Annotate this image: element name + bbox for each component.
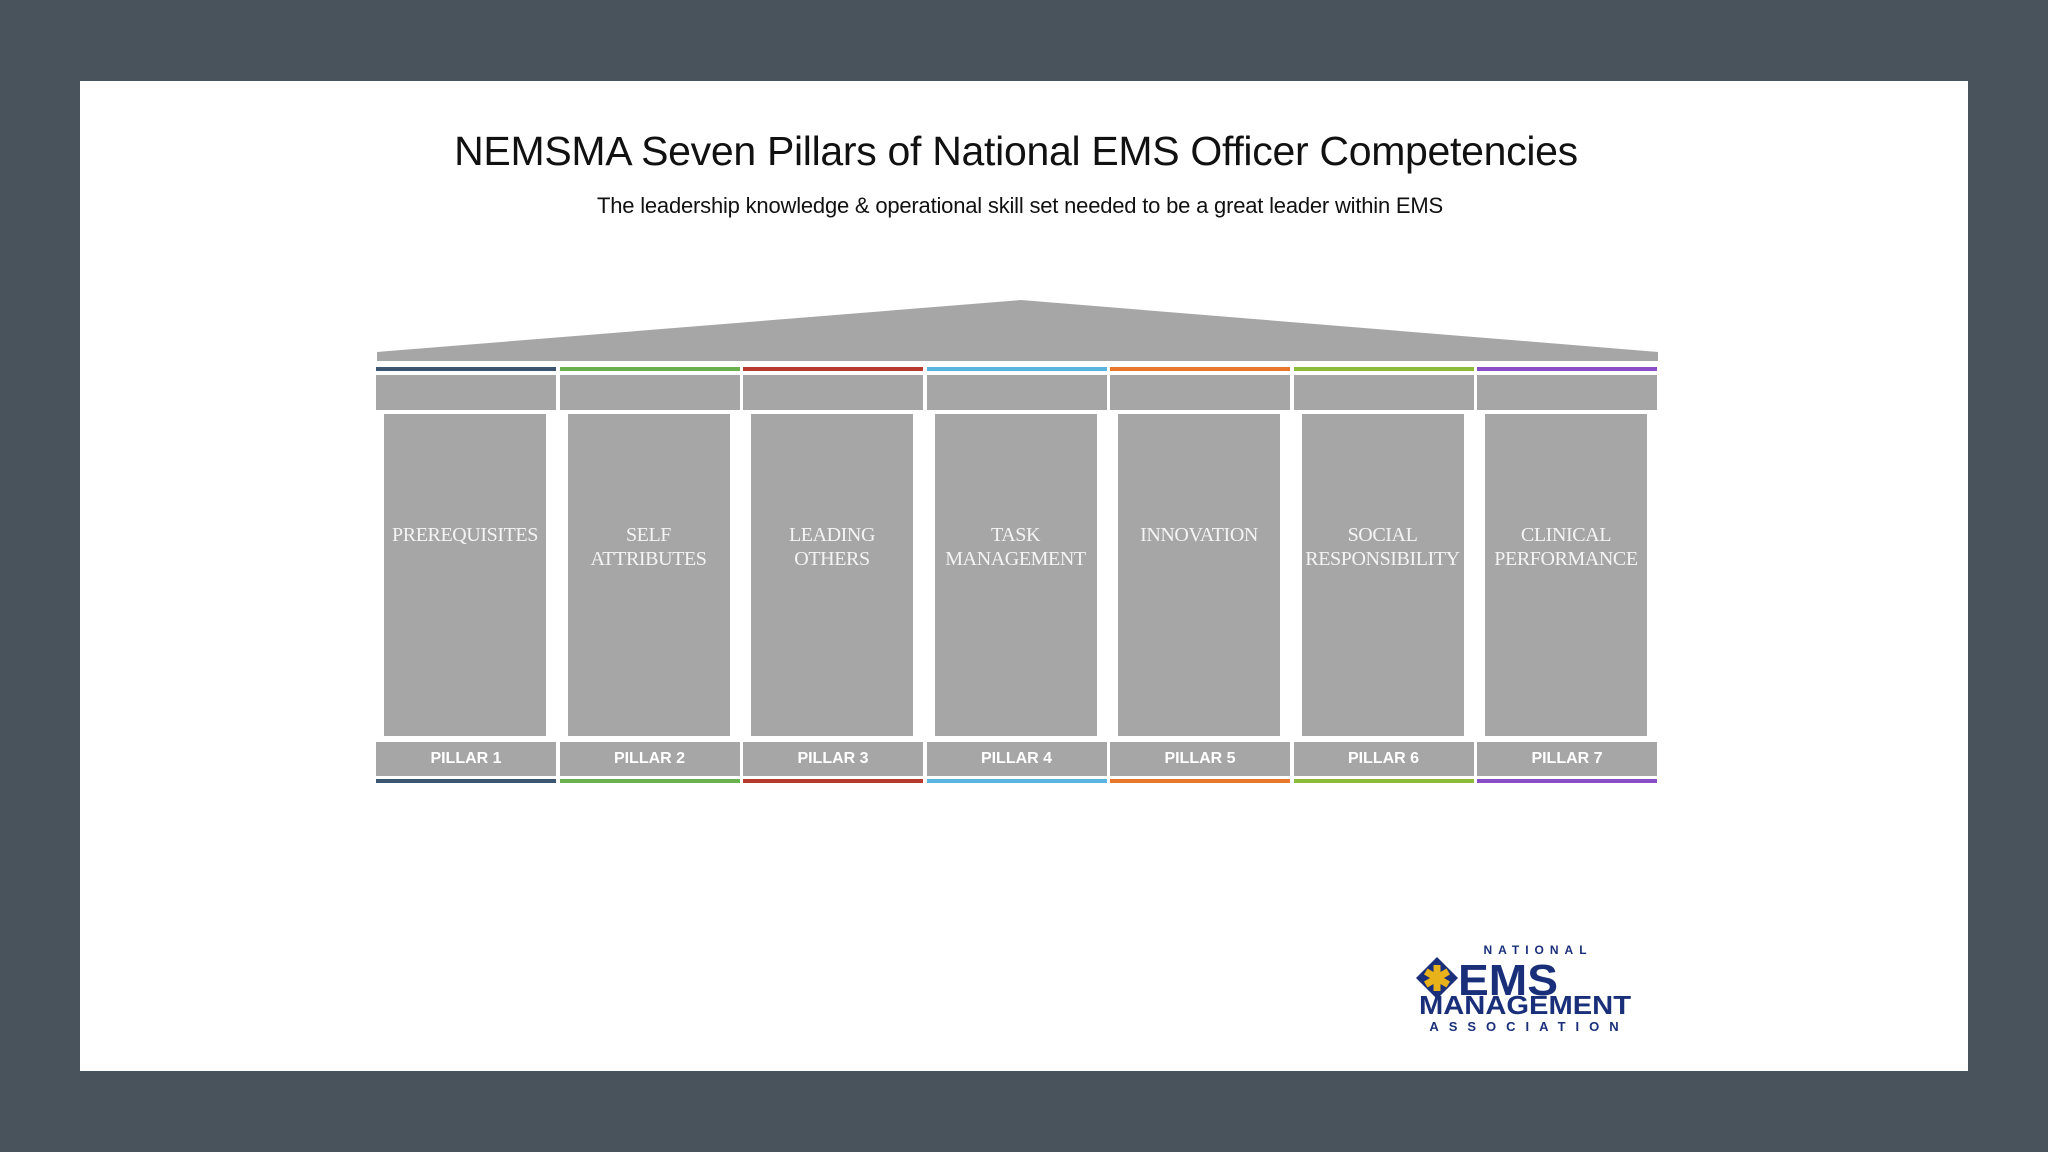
pillar-base: PILLAR 7 [1477,742,1657,776]
pillar-shaft: INNOVATION [1118,414,1280,736]
pillar-number-label: PILLAR 5 [1164,750,1236,767]
pillar-shaft: SOCIAL RESPONSIBILITY [1301,414,1464,736]
pillar-base: PILLAR 5 [1110,742,1290,776]
pillar-name: SELF ATTRIBUTES [590,524,707,570]
pillar-name: TASK MANAGEMENT [945,524,1086,570]
pillar-capital [559,375,740,410]
pillar-capital [926,375,1107,410]
diagram-title: NEMSMA Seven Pillars of National EMS Off… [454,128,1578,174]
pillar-base-line [1477,779,1657,783]
diagram-subtitle: The leadership knowledge & operational s… [596,193,1443,218]
pillar-shaft: TASK MANAGEMENT [934,414,1097,736]
pillar-shaft: CLINICAL PERFORMANCE [1485,414,1647,736]
pillar-base-line [1293,779,1474,783]
pillar-number-label: PILLAR 3 [797,750,869,767]
roof-shape [377,300,1658,361]
pillar-name: PREREQUISITES [392,524,538,546]
pillar-shaft: SELF ATTRIBUTES [567,414,730,736]
pediment-roof [377,300,1658,361]
pillar-base-line [1110,779,1290,783]
pillar-capital [1110,375,1290,410]
pillar-capital [743,375,923,410]
pillar-cap-line [559,367,740,371]
pillar-cap-line [926,367,1107,371]
pillar-number-label: PILLAR 7 [1531,750,1603,767]
pillar-cap-line [743,367,923,371]
pillar-name: LEADING OTHERS [788,524,876,570]
pillar-shaft: LEADING OTHERS [751,414,913,736]
pillar-base-line [743,779,923,783]
nemsma-logo: NATIONAL EMS MANAGEMENT ASSOCIATION [1416,943,1631,1034]
pillar-cap-line [1110,367,1290,371]
pillar-cap-line [376,367,556,371]
pillar-base: PILLAR 3 [743,742,923,776]
logo-national-text: NATIONAL [1483,943,1592,957]
pillar-capital [1293,375,1474,410]
pillar-base-line [559,779,740,783]
pillar-shaft: PREREQUISITES [384,414,546,736]
pillar-base-line [376,779,556,783]
pillar-base: PILLAR 6 [1293,742,1474,776]
pillar-name: SOCIAL RESPONSIBILITY [1305,524,1460,570]
pillar-name: INNOVATION [1140,524,1258,546]
logo-association-text: ASSOCIATION [1429,1019,1628,1034]
pillar-capital [1477,375,1657,410]
pillar-number-label: PILLAR 1 [430,750,502,767]
pillar-cap-line [1293,367,1474,371]
pillar-base: PILLAR 1 [376,742,556,776]
pillar-number-label: PILLAR 6 [1347,750,1420,767]
pillar-base: PILLAR 2 [559,742,740,776]
pillar-base-line [926,779,1107,783]
pillar-base: PILLAR 4 [926,742,1107,776]
pillar-capital [376,375,556,410]
logo-management-text: MANAGEMENT [1419,990,1631,1020]
pillar-number-label: PILLAR 4 [980,750,1053,767]
pillar-name: CLINICAL PERFORMANCE [1494,524,1638,570]
pillar-cap-line [1477,367,1657,371]
logo-ems-text: EMS [1458,956,1558,1005]
star-of-life-icon [1416,957,1458,999]
pillar-number-label: PILLAR 2 [613,750,686,767]
